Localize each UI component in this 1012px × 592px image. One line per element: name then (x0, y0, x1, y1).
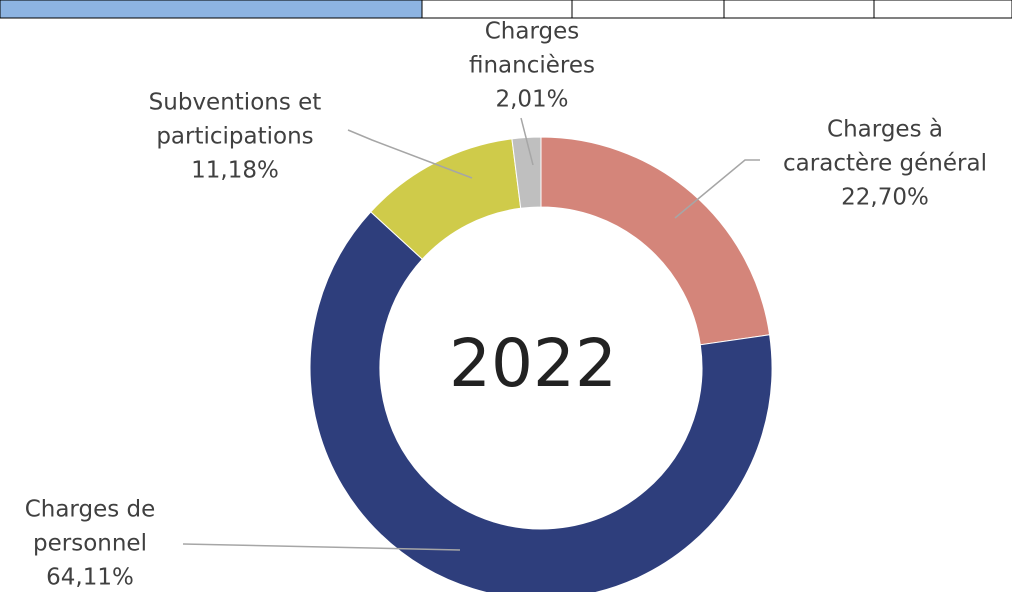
center-label: 2022 (449, 325, 617, 402)
slice-label: caractère général (783, 151, 987, 177)
value-label: 2,01% (495, 87, 568, 113)
leader-line (182, 543, 461, 551)
slice-label: financières (469, 53, 595, 79)
slice-label: Charges de (25, 497, 156, 523)
slice-label: participations (156, 124, 313, 150)
donut-slice (511, 136, 542, 209)
table-strip (0, 0, 1012, 19)
leader-line (347, 129, 473, 179)
slice-label: Charges à (827, 117, 943, 143)
slice-label: Subventions et (149, 90, 322, 116)
donut-slice (309, 211, 773, 592)
value-label: 11,18% (191, 158, 279, 184)
donut-slice (540, 136, 771, 346)
slice-label: Charges (485, 19, 580, 45)
value-label: 22,70% (841, 185, 929, 211)
leader-line (674, 159, 760, 219)
slice-label: personnel (33, 531, 147, 557)
value-label: 64,11% (46, 565, 134, 591)
leader-line (520, 117, 534, 166)
